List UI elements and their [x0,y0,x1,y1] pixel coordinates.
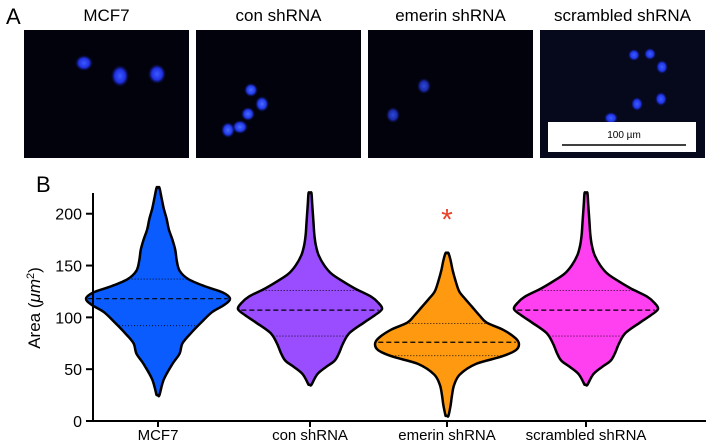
nucleus [604,112,618,124]
significance-asterisk: * [441,203,453,236]
micrograph-emerin-shrna [368,30,533,158]
panel-label-a: A [6,4,21,29]
scale-bar-label: 100 µm [607,130,641,141]
nucleus [255,96,269,112]
y-axis-label: Area (μm2) [25,267,44,349]
nucleus [644,48,656,60]
nucleus [655,92,667,106]
violin-body [512,190,660,387]
x-tick-label: scrambled shRNA [526,427,647,444]
micrograph-mcf7 [24,30,189,158]
violin-body [236,190,384,387]
x-tick-label: con shRNA [272,427,348,444]
micrograph-scrambled-shrna: 100 µm [540,30,705,158]
image-title-con-shrna: con shRNA [235,6,322,25]
violin-body [373,251,521,418]
nucleus [241,107,255,121]
nucleus [386,107,400,123]
nucleus [75,55,93,71]
nucleus [232,120,248,134]
y-tick-label: 0 [73,414,82,431]
y-tick-label: 200 [55,207,82,224]
nucleus [656,60,668,74]
x-tick-label: emerin shRNA [398,427,496,444]
image-title-mcf7: MCF7 [83,6,130,25]
nucleus [244,83,258,97]
y-tick-label: 100 [55,310,82,327]
scale-bar-box [548,122,696,152]
micrograph-con-shrna [196,30,361,158]
image-title-scrambled-shrna: scrambled shRNA [554,6,691,25]
nucleus [111,65,129,87]
x-tick-label: MCF7 [138,427,179,444]
nucleus [628,49,640,61]
image-title-emerin-shrna: emerin shRNA [395,6,506,25]
nucleus [148,64,166,84]
nucleus [221,122,235,138]
panel-label-b: B [36,172,51,197]
violin-body [84,185,232,398]
y-tick-label: 50 [64,362,82,379]
nucleus [631,97,643,111]
nucleus [417,78,431,94]
y-tick-label: 150 [55,259,82,276]
